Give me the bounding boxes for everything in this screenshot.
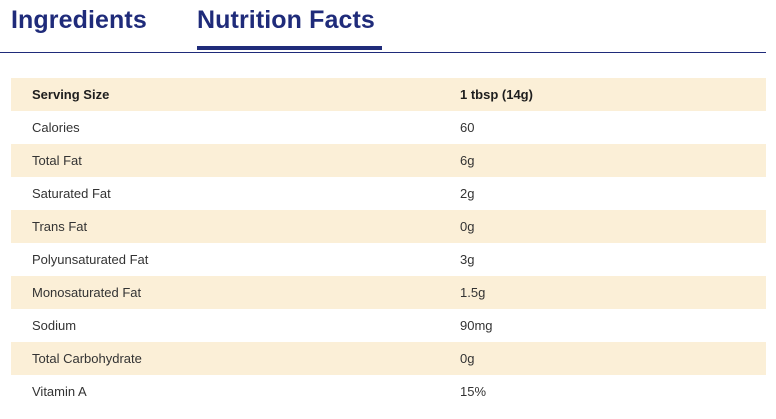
table-row: Sodium 90mg [11,309,766,342]
nutrient-value: 3g [460,252,475,267]
nutrient-label: Saturated Fat [32,186,111,201]
nutrition-facts-table: Serving Size 1 tbsp (14g) Calories 60 To… [11,78,766,408]
nutrient-label: Vitamin A [32,384,87,399]
nutrient-value: 0g [460,219,475,234]
nutrient-label: Polyunsaturated Fat [32,252,149,267]
nutrient-label: Monosaturated Fat [32,285,142,300]
table-row: Polyunsaturated Fat 3g [11,243,766,276]
nutrient-value: 0g [460,351,475,366]
nutrient-label: Sodium [32,318,77,333]
nutrient-value: 60 [460,120,475,135]
serving-size-value: 1 tbsp (14g) [460,87,533,102]
table-row: Total Fat 6g [11,144,766,177]
nutrient-value: 90mg [460,318,493,333]
nutrient-value: 6g [460,153,475,168]
table-row: Saturated Fat 2g [11,177,766,210]
nutrient-label: Calories [32,120,80,135]
tab-nutrition-facts[interactable]: Nutrition Facts [197,6,375,34]
nutrient-value: 2g [460,186,475,201]
active-tab-indicator [197,46,382,50]
serving-size-label: Serving Size [32,87,110,102]
table-row: Vitamin A 15% [11,375,766,408]
tab-ingredients[interactable]: Ingredients [11,6,147,34]
nutrient-value: 15% [460,384,487,399]
table-row: Calories 60 [11,111,766,144]
table-row: Total Carbohydrate 0g [11,342,766,375]
table-row: Monosaturated Fat 1.5g [11,276,766,309]
table-row: Trans Fat 0g [11,210,766,243]
nutrient-label: Total Carbohydrate [32,351,142,366]
nutrient-label: Trans Fat [32,219,88,234]
table-header-row: Serving Size 1 tbsp (14g) [11,78,766,111]
nutrient-label: Total Fat [32,153,82,168]
nutrient-value: 1.5g [460,285,486,300]
tab-bar: Ingredients Nutrition Facts [0,0,766,53]
